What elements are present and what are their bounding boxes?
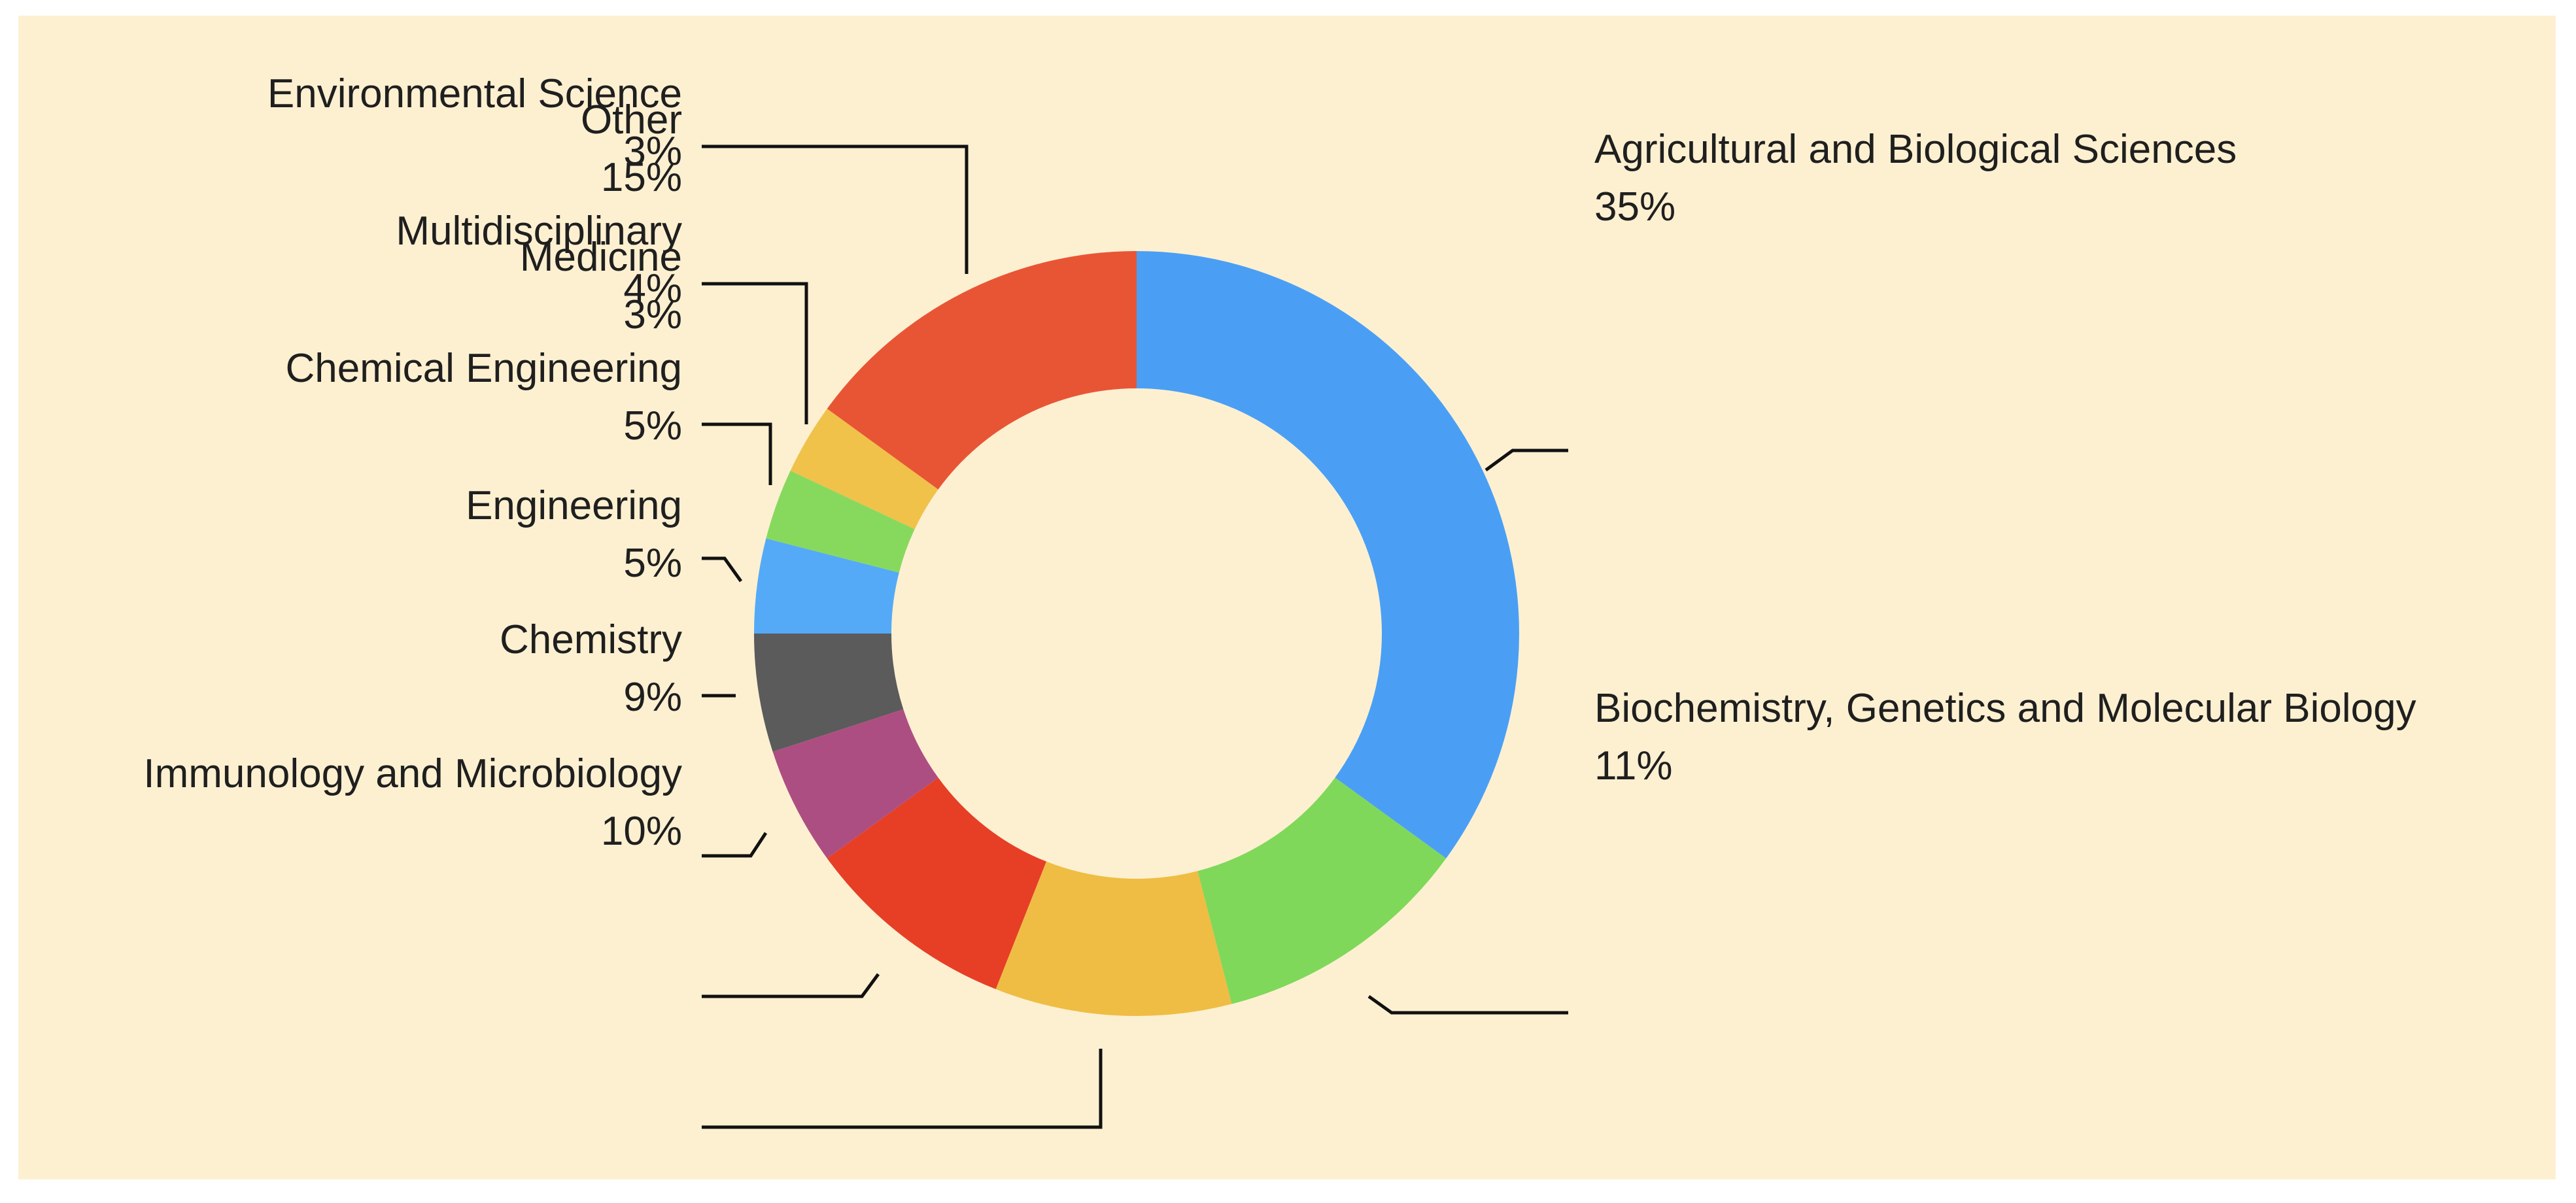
leader-line-engineering: [702, 832, 768, 858]
slice-label-environmental-science: Environmental Science: [267, 71, 682, 116]
slice-value-chemical-engineering: 5%: [623, 403, 682, 449]
leader-line-environmental-science: [702, 422, 772, 485]
slices-layer: [754, 251, 1519, 1016]
slice-label-agricultural-and-biological-sciences: Agricultural and Biological Sciences: [1594, 127, 2237, 172]
slice-immunology-and-microbiology: [995, 861, 1232, 1016]
slice-value-environmental-science: 3%: [623, 129, 682, 174]
leader-line-medicine: [702, 282, 808, 424]
slice-other: [827, 251, 1137, 490]
leader-line-agricultural-and-biological-sciences: [1485, 449, 1568, 472]
leader-line-immunology-and-microbiology: [702, 1049, 1103, 1129]
slice-value-chemistry: 9%: [623, 675, 682, 720]
slice-biochemistry-genetics-and-molecular-biology: [1197, 777, 1447, 1004]
slice-value-engineering: 5%: [623, 541, 682, 586]
slice-value-medicine: 3%: [623, 292, 682, 337]
slice-value-biochemistry-genetics-and-molecular-biology: 11%: [1594, 743, 1673, 788]
leader-line-biochemistry-genetics-and-molecular-biology: [1367, 994, 1568, 1015]
slice-value-immunology-and-microbiology: 10%: [601, 809, 682, 854]
donut-chart: Agricultural and Biological Sciences 35% B…: [18, 16, 2556, 1179]
slice-engineering: [772, 709, 938, 858]
chart-background: [18, 16, 2556, 1179]
labels-layer: Agricultural and Biological Sciences 35% B…: [143, 71, 2416, 854]
chart-panel: Agricultural and Biological Sciences 35% B…: [18, 16, 2556, 1179]
slice-medicine: [790, 409, 938, 530]
slice-agricultural-and-biological-sciences: [1137, 251, 1519, 858]
slice-value-agricultural-and-biological-sciences: 35%: [1594, 184, 1675, 229]
slice-multidisciplinary: [754, 538, 899, 634]
slice-label-chemical-engineering: Chemical Engineering: [285, 346, 682, 391]
slice-chemical-engineering: [754, 634, 904, 752]
slice-value-other: 15%: [601, 155, 682, 200]
leader-line-chemistry: [702, 973, 880, 998]
slice-environmental-science: [766, 470, 915, 573]
slice-value-multidisciplinary: 4%: [623, 266, 682, 311]
slice-label-other: Other: [581, 97, 682, 143]
slice-label-medicine: Medicine: [520, 235, 682, 280]
slice-label-engineering: Engineering: [466, 483, 682, 528]
leader-lines-layer: [702, 144, 1568, 1129]
slice-label-chemistry: Chemistry: [500, 617, 682, 662]
leader-line-multidisciplinary: [702, 556, 743, 583]
slice-label-multidisciplinary: Multidisciplinary: [396, 209, 682, 254]
leader-line-other: [702, 144, 969, 274]
slice-chemistry: [827, 777, 1046, 989]
slice-label-immunology-and-microbiology: Immunology and Microbiology: [143, 751, 682, 796]
slice-label-biochemistry-genetics-and-molecular-biology: Biochemistry, Genetics and Molecular Bio…: [1594, 686, 2416, 731]
